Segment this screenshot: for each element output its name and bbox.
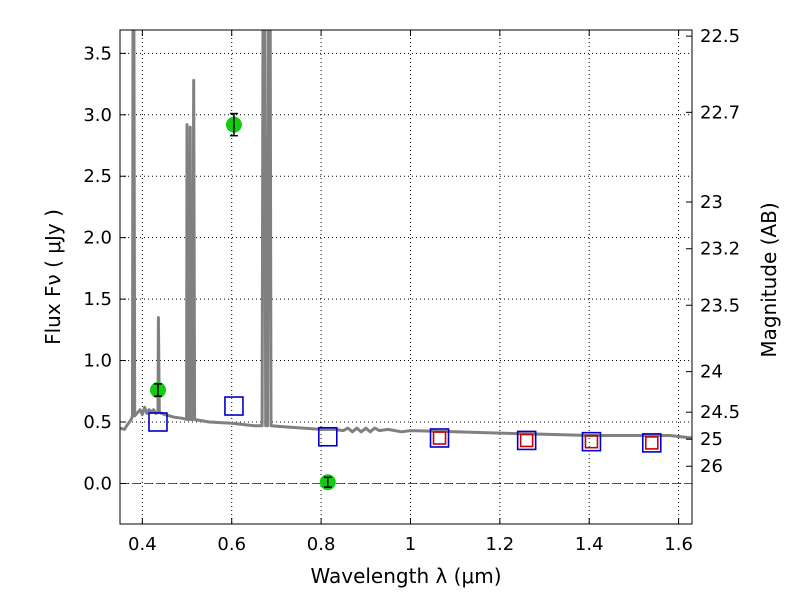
y-tick-label: 3.0 [83, 105, 112, 126]
model-square-red [584, 434, 599, 449]
x-tick-label: 0.8 [307, 534, 336, 555]
x-tick-label: 1.6 [664, 534, 693, 555]
mag-tick-label: 23.5 [700, 295, 740, 316]
mag-tick-label: 23.2 [700, 239, 740, 260]
model-square-blue [224, 396, 244, 416]
y-tick-label: 2.0 [83, 228, 112, 249]
mag-tick-label: 22.5 [700, 26, 740, 47]
mag-tick-label: 24 [700, 362, 723, 383]
mag-tick-label: 22.7 [700, 102, 740, 123]
model-square-red [519, 433, 534, 448]
mag-tick-label: 26 [700, 456, 723, 477]
model-square-blue [581, 431, 602, 452]
y-tick-label: 0.5 [83, 412, 112, 433]
model-square-red [644, 436, 659, 450]
y-axis-label: Flux Fν ( μJy ) [41, 209, 65, 345]
model-square-blue [317, 426, 338, 447]
y-tick-label: 3.5 [83, 43, 112, 64]
mag-tick-label: 25 [700, 429, 723, 450]
model-square-red [432, 431, 447, 445]
x-tick-label: 1 [405, 534, 416, 555]
plot-frame [119, 29, 693, 525]
spectrum-line [120, 30, 692, 440]
x-tick-label: 0.4 [128, 534, 157, 555]
model-square-blue [516, 430, 537, 451]
x-tick-label: 1.4 [575, 534, 604, 555]
y-tick-label: 0.0 [83, 473, 112, 494]
x-tick-label: 1.2 [486, 534, 515, 555]
y-tick-label: 2.5 [83, 166, 112, 187]
mag-tick-label: 24.5 [700, 402, 740, 423]
right-axis-label: Magnitude (AB) [757, 202, 781, 357]
y-tick-label: 1.0 [83, 351, 112, 372]
grid [120, 30, 692, 524]
model-square-blue [148, 412, 168, 432]
y-tick-label: 1.5 [83, 289, 112, 310]
mag-tick-label: 23 [700, 192, 723, 213]
model-square-blue [641, 433, 662, 453]
marker-layer [148, 112, 662, 491]
ticks: 0.4 0.6 0.8 1 1.2 1.4 1.6 0.0 0.5 1.0 1.5 2.0 2.5 3.0… [83, 26, 740, 555]
spectrum-layer [120, 30, 692, 440]
x-tick-label: 0.6 [217, 534, 246, 555]
model-square-blue [429, 428, 450, 448]
x-axis-label: Wavelength λ (μm) [310, 564, 501, 588]
